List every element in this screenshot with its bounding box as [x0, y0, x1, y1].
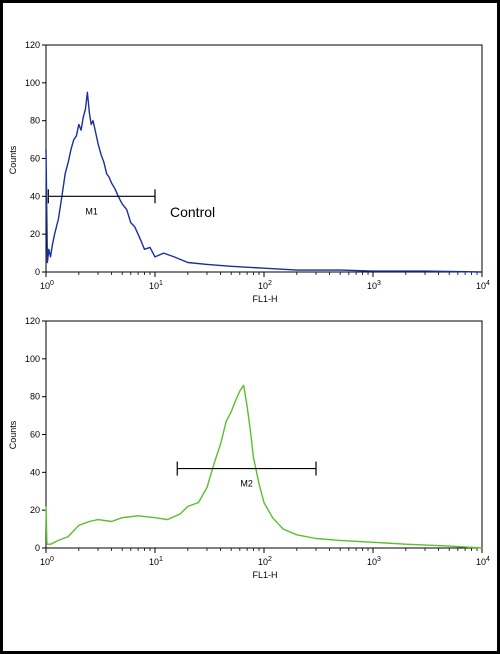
- x-tick-label: 100: [40, 556, 54, 567]
- x-tick-label: 103: [367, 280, 381, 291]
- y-tick-label: 20: [30, 229, 40, 239]
- y-tick-label: 20: [30, 505, 40, 515]
- x-tick-label: 102: [258, 556, 272, 567]
- plot-area: [45, 320, 483, 549]
- histogram-panel-sample: Counts FL1-H 0 20 40 60 80 100 120 100 101 102 103…: [8, 316, 490, 580]
- x-tick-label: 103: [367, 556, 381, 567]
- y-tick-label: 40: [30, 467, 40, 477]
- histogram-series-line: [45, 384, 483, 549]
- y-tick-label: 40: [30, 191, 40, 201]
- gate-label: M1: [85, 206, 98, 216]
- plot-area: [45, 44, 483, 273]
- x-axis-label: FL1-H: [252, 570, 277, 580]
- x-tick-label: 102: [258, 280, 272, 291]
- y-tick-label: 120: [25, 316, 40, 326]
- x-tick-label: 104: [476, 280, 490, 291]
- y-tick-label: 80: [30, 116, 40, 126]
- y-tick-label: 60: [30, 154, 40, 164]
- histogram-series-line: [45, 91, 483, 273]
- y-tick-label: 60: [30, 430, 40, 440]
- x-tick-label: 101: [149, 280, 163, 291]
- x-tick-label: 104: [476, 556, 490, 567]
- x-tick-label: 100: [40, 280, 54, 291]
- y-tick-label: 0: [35, 267, 40, 277]
- y-tick-label: 100: [25, 78, 40, 88]
- y-axis-label: Counts: [8, 420, 18, 449]
- y-tick-label: 0: [35, 543, 40, 553]
- gate-label: M2: [240, 479, 253, 489]
- histogram-panel-control: Counts FL1-H Control 0 20 40 60 80 100 120 100 1…: [8, 40, 490, 304]
- y-axis-label: Counts: [8, 145, 18, 174]
- y-tick-label: 80: [30, 392, 40, 402]
- x-axis-label: FL1-H: [252, 294, 277, 304]
- y-tick-label: 100: [25, 354, 40, 364]
- x-tick-label: 101: [149, 556, 163, 567]
- y-tick-label: 120: [25, 40, 40, 50]
- control-annotation: Control: [170, 204, 215, 220]
